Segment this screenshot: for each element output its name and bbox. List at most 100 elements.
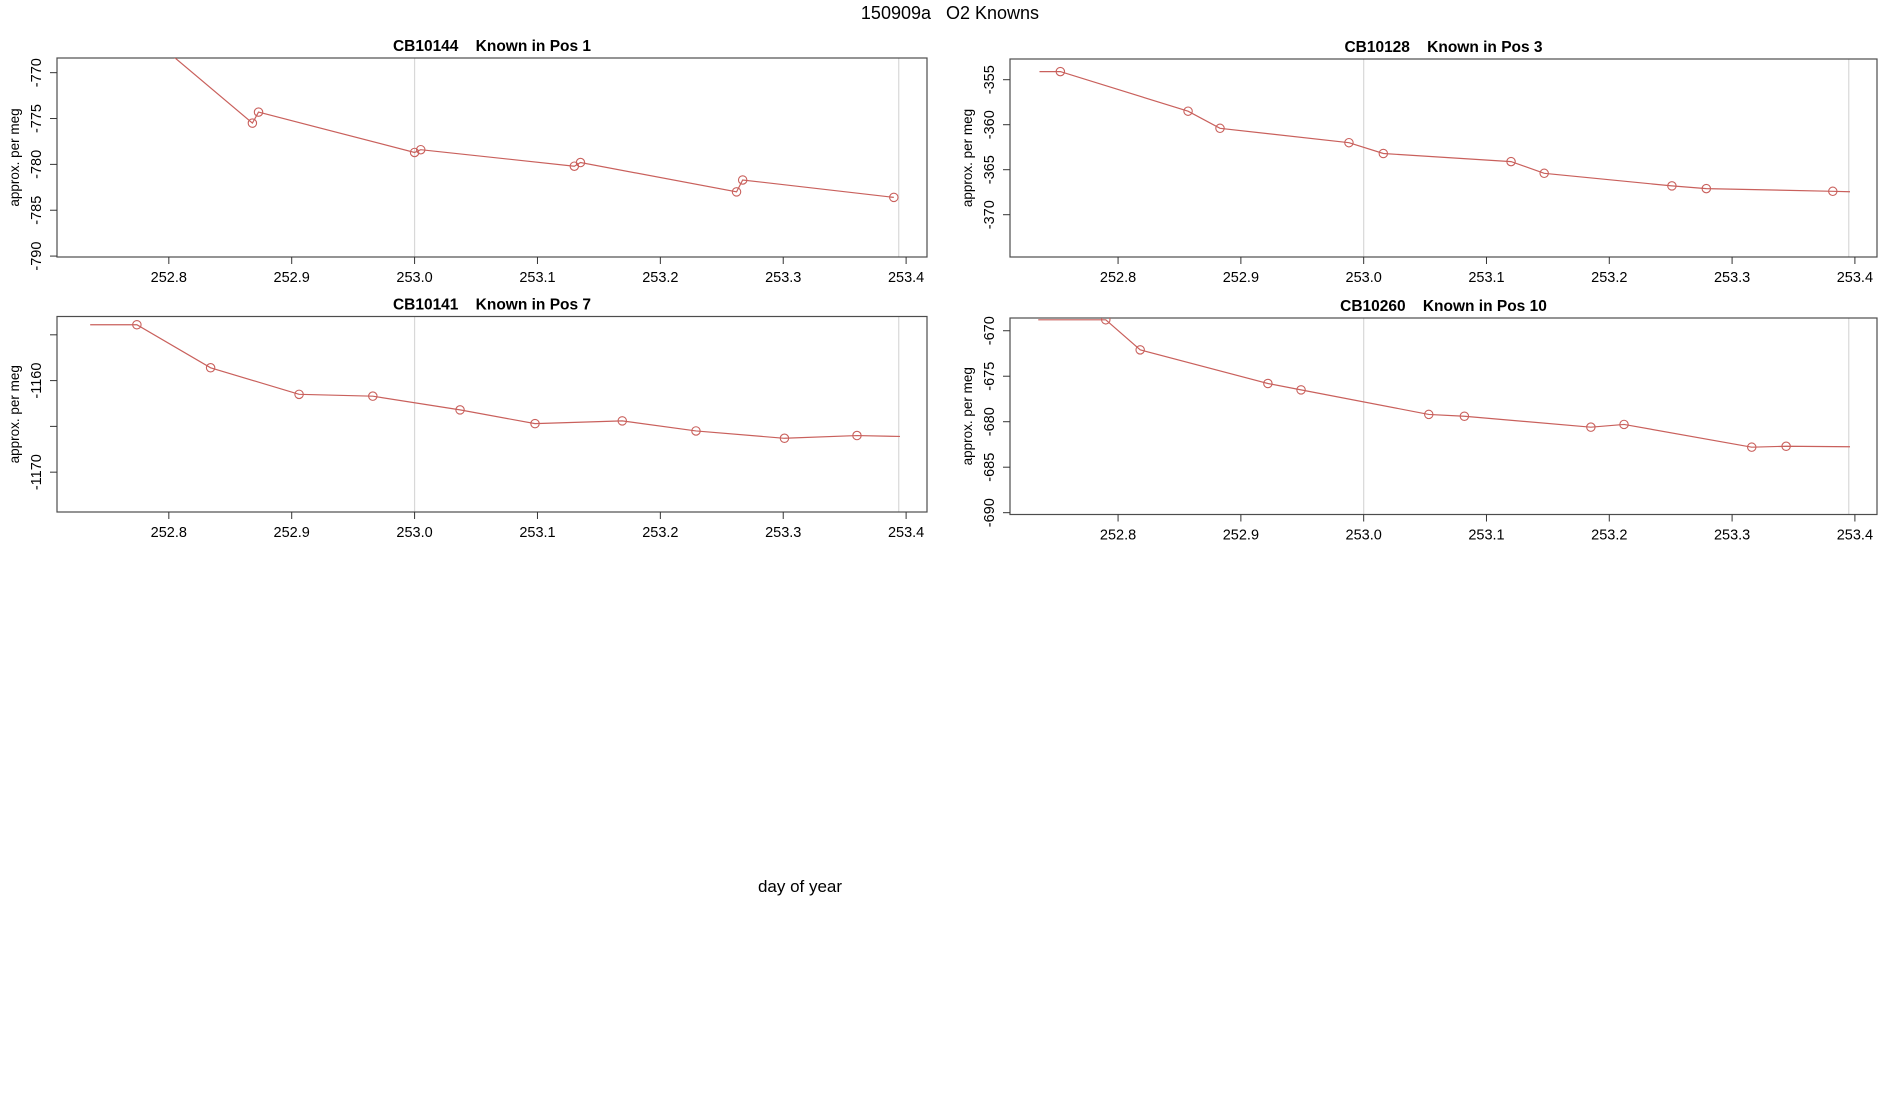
series-line (174, 58, 894, 198)
panel-title: CB10260 Known in Pos 10 (1340, 298, 1547, 315)
x-tick-label: 253.4 (1837, 270, 1873, 286)
x-tick-label: 252.8 (151, 270, 187, 286)
panel-title: CB10128 Known in Pos 3 (1344, 39, 1542, 56)
x-tick-label: 253.0 (1346, 528, 1382, 544)
data-point-marker (1344, 137, 1354, 148)
data-point-marker (852, 430, 862, 441)
data-point-marker (1135, 345, 1145, 355)
panel-title: CB10144 Known in Pos 1 (393, 38, 591, 55)
data-point-marker (415, 144, 426, 155)
panel-known-pos-1: 252.8 252.9 253.0 253.1 253.2 253.3 253.4 -770 -… (7, 38, 928, 286)
data-point-marker (779, 433, 790, 444)
y-tick-label: -785 (29, 196, 45, 225)
series-line (1038, 319, 1850, 448)
x-tick-label: 253.0 (396, 525, 432, 541)
data-point-marker (455, 405, 465, 415)
series-line (1039, 70, 1850, 193)
data-point-marker (691, 426, 701, 436)
data-point-marker (1828, 186, 1838, 197)
data-point-marker (132, 319, 142, 330)
x-tick-label: 252.9 (274, 270, 310, 286)
x-tick-label: 253.2 (1591, 528, 1627, 544)
x-tick-label: 253.3 (1714, 270, 1750, 286)
data-point-marker (1263, 378, 1273, 389)
y-axis-label: approx. per meg (7, 365, 22, 463)
data-point-marker (530, 418, 540, 429)
x-tick-label: 253.1 (519, 270, 555, 286)
x-tick-label: 253.3 (765, 525, 801, 541)
data-point-marker (1424, 409, 1434, 420)
x-tick-label: 252.8 (1100, 270, 1136, 286)
panel-border (1009, 58, 1878, 258)
y-tick-label: -1170 (29, 454, 45, 490)
y-tick-label: -365 (982, 155, 998, 184)
x-tick-label: 253.1 (1468, 528, 1504, 544)
x-tick-label: 253.2 (642, 270, 678, 286)
shared-x-axis-label: day of year (757, 877, 843, 896)
x-tick-label: 253.1 (1468, 270, 1504, 286)
y-tick-label: -770 (29, 58, 45, 87)
data-point-marker (1619, 419, 1629, 430)
y-tick-label: -675 (982, 362, 998, 391)
panel-border (56, 315, 928, 513)
y-tick-label: -1160 (29, 363, 45, 399)
data-point-marker (1055, 66, 1066, 77)
y-tick-label: -355 (982, 65, 998, 94)
panel-known-pos-10: 252.8 252.9 253.0 253.1 253.2 253.3 253.4 -670 -… (960, 298, 1878, 544)
x-tick-label: 252.9 (1223, 528, 1259, 544)
data-point-marker (1746, 442, 1757, 452)
x-tick-label: 253.3 (1714, 528, 1750, 544)
data-point-marker (1459, 411, 1470, 421)
data-point-marker (294, 389, 304, 400)
data-point-marker (889, 192, 899, 203)
y-tick-label: -370 (982, 200, 998, 229)
data-point-marker (1183, 106, 1193, 116)
data-point-marker (409, 147, 420, 158)
y-tick-label: -685 (982, 453, 998, 482)
data-point-marker (205, 363, 216, 373)
x-tick-label: 253.3 (765, 270, 801, 286)
data-point-marker (1781, 441, 1791, 452)
panel-known-pos-3: 252.8 252.9 253.0 253.1 253.2 253.3 253.4 -355 -… (960, 39, 1878, 286)
data-point-marker (737, 175, 748, 185)
panel-known-pos-7: 252.8 252.9 253.0 253.1 253.2 253.3 253.4 -1160… (7, 297, 928, 541)
data-point-marker (575, 157, 586, 168)
data-point-marker (1586, 422, 1596, 432)
data-point-marker (253, 107, 264, 117)
y-tick-label: -780 (29, 150, 45, 179)
data-point-marker (368, 391, 378, 401)
y-tick-label: -790 (29, 242, 45, 271)
x-tick-label: 253.4 (888, 525, 924, 541)
data-point-marker (617, 416, 628, 426)
y-tick-label: -360 (982, 110, 998, 139)
data-point-marker (1667, 181, 1677, 191)
x-tick-label: 253.2 (1591, 270, 1627, 286)
x-tick-label: 252.9 (274, 525, 310, 541)
data-point-marker (1378, 148, 1389, 159)
x-tick-label: 252.8 (1100, 528, 1136, 544)
y-tick-label: -775 (29, 104, 45, 133)
series-line (90, 324, 900, 439)
x-tick-label: 252.9 (1223, 270, 1259, 286)
data-point-marker (1539, 168, 1549, 179)
y-axis-label: approx. per meg (960, 367, 975, 465)
y-axis-label: approx. per meg (7, 108, 22, 206)
data-point-marker (731, 187, 742, 197)
data-point-marker (1701, 183, 1712, 194)
y-axis-label: approx. per meg (960, 109, 975, 207)
y-tick-label: -670 (982, 316, 998, 345)
figure-title: 150909a O2 Knowns (860, 3, 1040, 23)
y-tick-label: -680 (982, 407, 998, 436)
y-tick-label: -690 (982, 498, 998, 527)
x-tick-label: 252.8 (151, 525, 187, 541)
panel-border (56, 57, 928, 258)
panel-border (1009, 317, 1878, 516)
x-tick-label: 253.2 (642, 525, 678, 541)
x-tick-label: 253.1 (519, 525, 555, 541)
data-point-marker (1215, 123, 1225, 134)
x-tick-label: 253.0 (1346, 270, 1382, 286)
data-point-marker (247, 118, 258, 128)
x-tick-label: 253.0 (396, 270, 432, 286)
x-tick-label: 253.4 (888, 270, 924, 286)
